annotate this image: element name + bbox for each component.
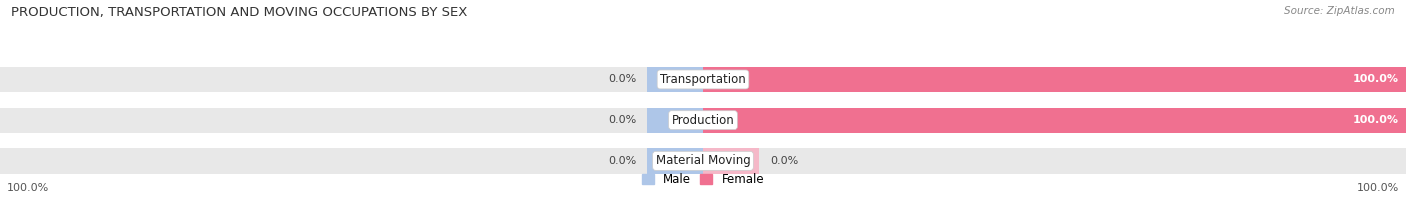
Bar <box>703 108 1406 133</box>
Text: Transportation: Transportation <box>661 73 745 86</box>
Text: Source: ZipAtlas.com: Source: ZipAtlas.com <box>1284 6 1395 16</box>
Text: Material Moving: Material Moving <box>655 154 751 167</box>
Text: 0.0%: 0.0% <box>607 74 637 85</box>
Text: 100.0%: 100.0% <box>1357 183 1399 193</box>
Bar <box>647 148 703 174</box>
Text: 0.0%: 0.0% <box>607 156 637 166</box>
Legend: Male, Female: Male, Female <box>637 169 769 191</box>
Bar <box>0 108 1406 133</box>
Bar <box>0 67 1406 92</box>
Text: 100.0%: 100.0% <box>1353 115 1399 125</box>
Text: 100.0%: 100.0% <box>1353 74 1399 85</box>
Bar <box>0 148 1406 174</box>
Bar <box>647 108 703 133</box>
Bar <box>647 67 703 92</box>
Bar <box>703 67 1406 92</box>
Text: 100.0%: 100.0% <box>7 183 49 193</box>
Bar <box>703 148 759 174</box>
Text: Production: Production <box>672 114 734 127</box>
Text: PRODUCTION, TRANSPORTATION AND MOVING OCCUPATIONS BY SEX: PRODUCTION, TRANSPORTATION AND MOVING OC… <box>11 6 468 19</box>
Text: 0.0%: 0.0% <box>770 156 799 166</box>
Text: 0.0%: 0.0% <box>607 115 637 125</box>
